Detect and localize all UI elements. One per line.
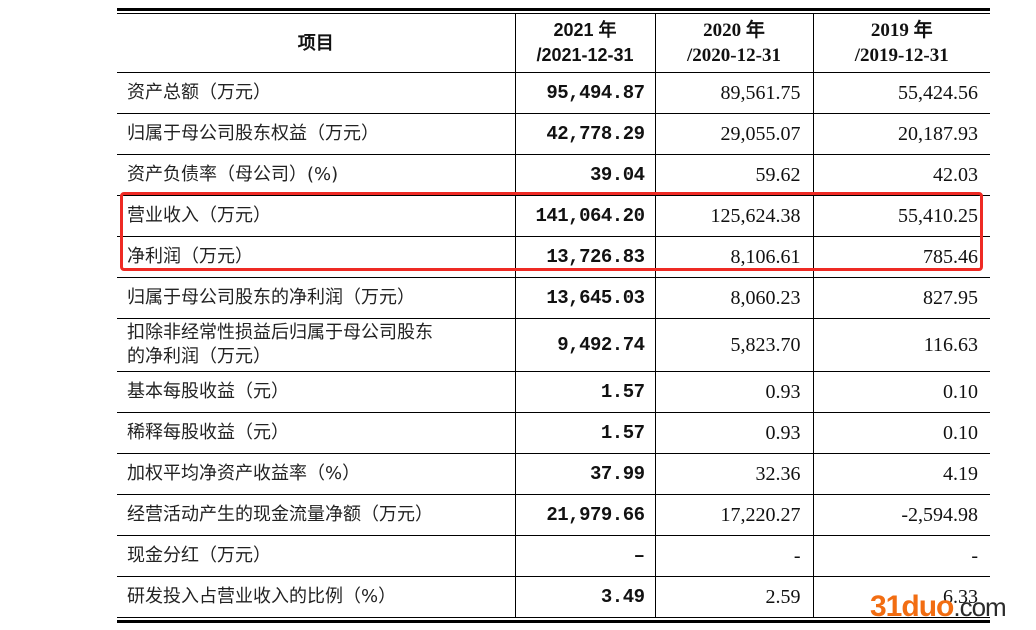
row-label: 净利润（万元） [117,236,515,278]
header-2020-year: 2020 年 [703,20,765,41]
watermark-logo: 31duo.com [870,590,1007,624]
table-bottom-rule-thin [117,617,990,618]
value-2021: 42,778.29 [514,113,655,155]
row-label: 资产负债率（母公司）(%) [117,154,515,196]
row-label: 资产总额（万元） [117,72,515,114]
value-2019: 55,424.56 [812,72,990,114]
value-2020: 8,060.23 [654,277,813,319]
value-2019: 0.10 [812,412,990,454]
value-2021: 13,645.03 [514,277,655,319]
value-2020: 0.93 [654,412,813,454]
value-2021: 9,492.74 [514,318,655,372]
row-label: 研发投入占营业收入的比例（%） [127,586,397,607]
financial-summary-table: 项目 2021 年 /2021-12-31 2020 年 /2020-12-31… [117,14,990,617]
value-2019: 20,187.93 [812,113,990,155]
row-label: 归属于母公司股东权益（万元） [117,113,515,155]
value-2019: 0.10 [812,371,990,413]
value-2021: 141,064.20 [514,195,655,237]
value-2020: - [654,535,813,577]
table-header-row: 项目 2021 年 /2021-12-31 2020 年 /2020-12-31… [117,14,990,73]
table-top-rule-thin [117,13,990,14]
value-2021: 39.04 [514,154,655,196]
header-2021-date: /2021-12-31 [536,45,634,65]
value-2021: 37.99 [514,453,655,495]
value-2021: 3.49 [514,576,655,617]
value-2019: 55,410.25 [812,195,990,237]
value-2020: 8,106.61 [654,236,813,278]
table-row-roe: 加权平均净资产收益率（%） 37.99 32.36 4.19 [117,453,990,495]
header-2019: 2019 年 /2019-12-31 [812,14,990,73]
value-2019: -2,594.98 [812,494,990,536]
value-2020: 89,561.75 [654,72,813,114]
row-label-line1: 扣除非经常性损益后归属于母公司股东 [127,322,433,343]
value-2019: 827.95 [812,277,990,319]
value-2020: 125,624.38 [654,195,813,237]
header-2021: 2021 年 /2021-12-31 [514,14,655,73]
value-2021: 1.57 [514,412,655,454]
value-2021: 95,494.87 [514,72,655,114]
row-label: 稀释每股收益（元） [117,412,515,454]
row-label: 扣除非经常性损益后归属于母公司股东 的净利润（万元） [117,318,515,372]
row-label: 基本每股收益（元） [117,371,515,413]
financial-summary-table-container: 项目 2021 年 /2021-12-31 2020 年 /2020-12-31… [117,8,990,623]
table-bottom-rule [117,620,990,623]
table-row-parent-net-profit: 归属于母公司股东的净利润（万元） 13,645.03 8,060.23 827.… [117,277,990,319]
header-2019-year: 2019 年 [870,20,933,41]
header-item-label: 项目 [297,32,334,54]
table-row-net-profit: 净利润（万元） 13,726.83 8,106.61 785.46 [117,236,990,278]
value-2019: 116.63 [812,318,990,372]
row-label: 加权平均净资产收益率（%） [117,453,515,495]
header-2020: 2020 年 /2020-12-31 [654,14,813,73]
value-2020: 0.93 [654,371,813,413]
watermark-brand: 31duo [870,590,954,623]
table-row-debt-ratio: 资产负债率（母公司）(%) 39.04 59.62 42.03 [117,154,990,196]
value-2019: 6.33 [812,576,990,617]
value-2021: 13,726.83 [514,236,655,278]
table-row-parent-equity: 归属于母公司股东权益（万元） 42,778.29 29,055.07 20,18… [117,113,990,155]
value-2021: 21,979.66 [514,494,655,536]
table-row-adjusted-net-profit: 扣除非经常性损益后归属于母公司股东 的净利润（万元） 9,492.74 5,82… [117,318,990,372]
watermark-tld: .com [953,592,1006,622]
table-row-revenue: 营业收入（万元） 141,064.20 125,624.38 55,410.25 [117,195,990,237]
value-2020: 17,220.27 [654,494,813,536]
header-item: 项目 [117,14,515,73]
value-2019: 42.03 [812,154,990,196]
table-row-diluted-eps: 稀释每股收益（元） 1.57 0.93 0.10 [117,412,990,454]
value-2020: 2.59 [654,576,813,617]
row-label: 现金分红（万元） [117,535,515,577]
value-2020: 5,823.70 [654,318,813,372]
table-row-cash-dividend: 现金分红（万元） – - - [117,535,990,577]
row-label: 营业收入（万元） [117,195,515,237]
table-row-total-assets: 资产总额（万元） 95,494.87 89,561.75 55,424.56 [117,72,990,114]
row-label: 归属于母公司股东的净利润（万元） [117,277,515,319]
value-2019: - [812,535,990,577]
table-row-operating-cash-flow: 经营活动产生的现金流量净额（万元） 21,979.66 17,220.27 -2… [117,494,990,536]
value-2021: – [514,535,655,577]
row-label: 经营活动产生的现金流量净额（万元） [117,494,515,536]
value-2020: 29,055.07 [654,113,813,155]
header-2021-year: 2021 年 [553,20,617,40]
value-2019: 4.19 [812,453,990,495]
value-2020: 59.62 [654,154,813,196]
header-2020-date: /2020-12-31 [687,45,781,66]
value-2019: 785.46 [812,236,990,278]
value-2021: 1.57 [514,371,655,413]
table-top-rule [117,8,990,11]
header-2019-date: /2019-12-31 [854,45,949,66]
table-row-basic-eps: 基本每股收益（元） 1.57 0.93 0.10 [117,371,990,413]
table-row-rd-ratio: 研发投入占营业收入的比例（%） 3.49 2.59 6.33 [117,576,990,617]
value-2020: 32.36 [654,453,813,495]
row-label-line2: 的净利润（万元） [127,346,271,367]
